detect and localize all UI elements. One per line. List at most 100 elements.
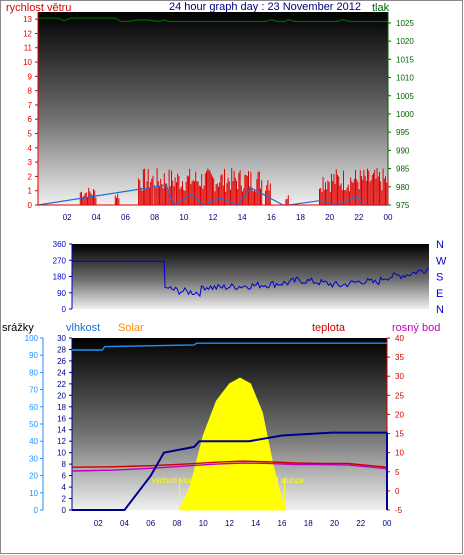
hour-label: 04 xyxy=(120,519,129,528)
panel2-plot-area xyxy=(72,244,429,309)
wind-tick-label: 12 xyxy=(23,29,32,38)
hour-label: 22 xyxy=(356,519,365,528)
pressure-tick-label: 995 xyxy=(396,128,410,137)
temperature-tick-labels: -5 0 5 10 15 20 25 30 35 40 xyxy=(387,334,404,515)
panel1-hour-labels: 02 04 06 08 10 12 14 16 18 20 22 00 xyxy=(63,213,393,222)
pressure-tick-label: 975 xyxy=(396,201,410,210)
solar-tick-label: 12 xyxy=(57,437,66,446)
rain-tick-label: 70 xyxy=(29,386,38,395)
wind-tick-label: 4 xyxy=(28,144,33,153)
compass-label: W xyxy=(436,255,447,267)
sunrise-label: východ slunce xyxy=(152,476,203,485)
rain-tick-label: 10 xyxy=(29,489,38,498)
wind-axis-label: rychlost větru xyxy=(6,2,71,14)
solar-tick-label: 22 xyxy=(57,380,66,389)
wind-tick-label: 0 xyxy=(28,201,33,210)
hour-label: 18 xyxy=(304,519,313,528)
pressure-tick-label: 985 xyxy=(396,165,410,174)
hour-label: 16 xyxy=(267,213,276,222)
solar-tick-label: 0 xyxy=(62,506,67,515)
pressure-tick-labels: 975 980 985 990 995 1000 1005 1010 1015 1020 1025 xyxy=(388,19,414,210)
hour-label: 08 xyxy=(173,519,182,528)
hour-label: 12 xyxy=(209,213,218,222)
solar-tick-label: 26 xyxy=(57,357,66,366)
wind-pressure-panel: rychlost větru 24 hour graph day : 23 No… xyxy=(6,1,414,222)
chart-title: 24 hour graph day : 23 November 2012 xyxy=(169,1,361,13)
panel1-series xyxy=(37,17,389,206)
solar-tick-label: 10 xyxy=(57,449,66,458)
hour-label: 14 xyxy=(238,213,247,222)
compass-label: N xyxy=(436,239,444,251)
wind-tick-label: 8 xyxy=(28,87,33,96)
pressure-tick-label: 1020 xyxy=(396,37,414,46)
solar-tick-label: 8 xyxy=(62,460,67,469)
hour-label: 10 xyxy=(199,519,208,528)
direction-tick-label: 270 xyxy=(53,256,67,265)
temperature-tick-label: 10 xyxy=(395,449,404,458)
compass-label: S xyxy=(436,272,443,284)
sunset-label: západ slunce xyxy=(257,476,305,485)
solar-tick-label: 14 xyxy=(57,426,66,435)
rain-axis-label: srážky xyxy=(2,322,34,334)
panel1-plot-area xyxy=(38,12,388,205)
rain-tick-label: 90 xyxy=(29,351,38,360)
temperature-tick-label: 25 xyxy=(395,391,404,400)
hour-label: 06 xyxy=(146,519,155,528)
wind-tick-label: 2 xyxy=(28,172,33,181)
pressure-tick-label: 1015 xyxy=(396,55,414,64)
hour-label: 08 xyxy=(150,213,159,222)
temperature-tick-label: 30 xyxy=(395,372,404,381)
wind-tick-label: 9 xyxy=(28,72,33,81)
temperature-tick-label: -5 xyxy=(395,506,403,515)
compass-label: E xyxy=(436,288,443,300)
wind-tick-label: 10 xyxy=(23,58,32,67)
humidity-line xyxy=(72,342,387,351)
solar-tick-label: 2 xyxy=(62,495,67,504)
rain-line xyxy=(72,431,387,511)
temperature-tick-label: 40 xyxy=(395,334,404,343)
hour-label: 04 xyxy=(92,213,101,222)
hour-label: 18 xyxy=(296,213,305,222)
rain-tick-label: 100 xyxy=(25,334,39,343)
panel3-series xyxy=(71,342,388,511)
solar-tick-label: 6 xyxy=(62,472,67,481)
pressure-tick-label: 1010 xyxy=(396,74,414,83)
rain-tick-label: 30 xyxy=(29,454,38,463)
wind-speed-line xyxy=(37,184,388,206)
hour-label: 22 xyxy=(354,213,363,222)
hour-label: 00 xyxy=(383,519,392,528)
hour-label: 14 xyxy=(251,519,260,528)
solar-tick-label: 18 xyxy=(57,403,66,412)
rain-tick-label: 0 xyxy=(34,506,39,515)
wind-tick-label: 6 xyxy=(28,115,33,124)
hour-label: 02 xyxy=(63,213,72,222)
direction-tick-label: 90 xyxy=(57,289,66,298)
hour-label: 20 xyxy=(325,213,334,222)
hour-label: 20 xyxy=(330,519,339,528)
rain-tick-label: 60 xyxy=(29,403,38,412)
pressure-tick-label: 990 xyxy=(396,146,410,155)
solar-tick-label: 24 xyxy=(57,368,66,377)
dewpoint-line xyxy=(71,462,388,472)
panel2-series xyxy=(72,260,430,298)
rain-tick-label: 40 xyxy=(29,437,38,446)
hour-label: 00 xyxy=(384,213,393,222)
direction-tick-label: 180 xyxy=(53,273,67,282)
climate-panel: srážky vlhkost Solar teplota rosný bod 0… xyxy=(2,322,440,528)
temperature-tick-label: 35 xyxy=(395,353,404,362)
pressure-line xyxy=(38,17,388,23)
pressure-tick-label: 1000 xyxy=(396,110,414,119)
wind-tick-label: 3 xyxy=(28,158,33,167)
compass-label: N xyxy=(436,304,444,316)
pressure-axis-label: tlak xyxy=(372,2,390,14)
temperature-tick-label: 15 xyxy=(395,430,404,439)
panel3-hour-labels: 02 04 06 08 10 12 14 16 18 20 22 00 xyxy=(94,519,392,528)
direction-degree-labels: 360 270 180 90 0 xyxy=(53,240,72,314)
rain-tick-label: 20 xyxy=(29,472,38,481)
wind-tick-label: 13 xyxy=(23,15,32,24)
direction-tick-label: 360 xyxy=(53,240,67,249)
